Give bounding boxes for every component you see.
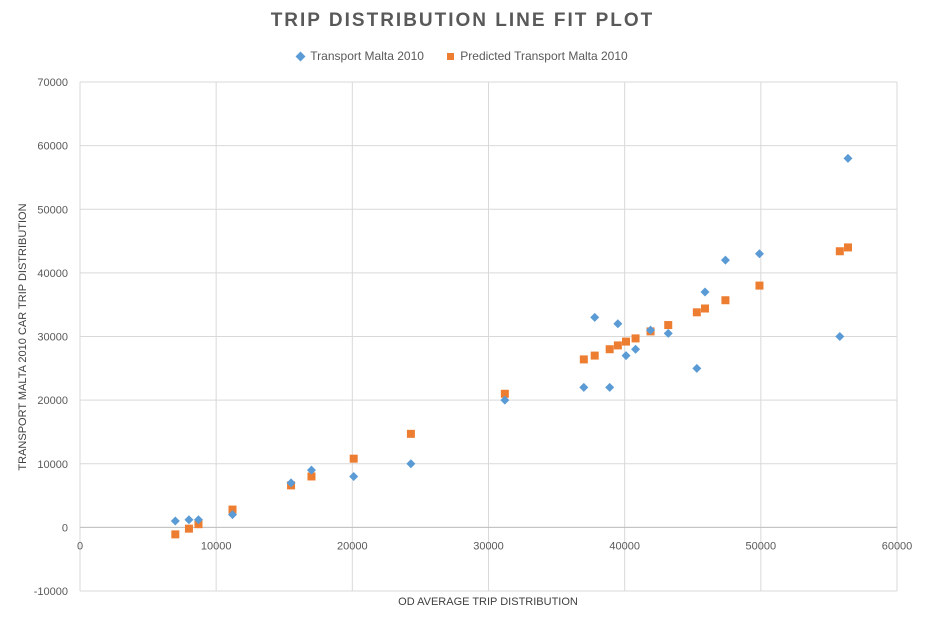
actual-point [720,255,730,265]
predicted-point [631,334,640,343]
predicted-point [228,505,237,514]
chart-title: TRIP DISTRIBUTION LINE FIT PLOT [270,10,655,31]
actual-point [406,459,416,469]
actual-point [835,332,845,341]
predicted-point [605,345,614,354]
predicted-point [664,321,673,330]
x-tick-label: 30000 [473,540,504,552]
predicted-point [692,308,701,317]
legend-label: Transport Malta 2010 [310,49,424,64]
actual-point [663,328,673,338]
actual-point [228,510,238,520]
x-tick-label: 60000 [882,540,913,552]
x-tick-label: 40000 [609,540,640,552]
actual-point [646,325,656,335]
legend-item-transport-malta: Transport Malta 2010 [295,48,424,64]
y-tick-label: 10000 [37,459,68,471]
legend: Transport Malta 2010 Predicted Transport… [0,48,925,63]
legend-label: Predicted Transport Malta 2010 [460,49,628,64]
actual-point [306,465,316,475]
predicted-point [622,337,631,346]
predicted-point [755,281,764,290]
predicted-point [721,296,730,305]
x-axis-label: OD AVERAGE TRIP DISTRIBUTION [398,596,578,608]
predicted-point [843,243,852,252]
predicted-point [701,304,710,313]
y-tick-label: -10000 [34,586,68,598]
actual-point [286,478,296,488]
y-tick-label: 50000 [37,204,68,216]
actual-point [579,382,589,392]
y-tick-label: 60000 [37,141,68,153]
gridlines [79,81,898,592]
predicted-point [613,341,622,350]
legend-item-predicted: Predicted Transport Malta 2010 [447,48,628,64]
actual-point [193,515,203,525]
actual-point [349,471,359,481]
predicted-point [406,429,415,438]
predicted-point [500,389,509,398]
predicted-point [349,454,358,463]
y-axis-label: TRANSPORT MALTA 2010 CAR TRIP DISTRIBUTI… [17,203,29,470]
tick-labels: 0 10000 20000 30000 40000 50000 60000 -10000 0 10… [34,77,913,598]
square-marker-icon [447,52,455,60]
actual-point [700,287,710,297]
predicted-point [184,524,193,533]
y-tick-label: 40000 [37,268,68,280]
actual-point [170,516,180,526]
predicted-point [835,247,844,256]
predicted-point [590,351,599,360]
actual-point [843,153,853,163]
predicted-point [307,472,316,481]
actual-point [500,395,510,405]
predicted-point [579,355,588,364]
actual-point [184,515,194,525]
actual-point [590,312,600,322]
actual-point [621,351,631,361]
actual-point [692,363,702,373]
y-tick-label: 20000 [37,395,68,407]
actual-point [631,344,641,354]
predicted-point [171,530,180,539]
x-tick-label: 50000 [746,540,777,552]
actual-point [754,249,764,259]
y-tick-label: 70000 [37,77,68,89]
data-points [170,153,853,539]
x-tick-label: 20000 [337,540,368,552]
x-tick-label: 10000 [201,540,232,552]
actual-point [613,319,623,329]
actual-point [605,382,615,392]
y-tick-label: 30000 [37,332,68,344]
y-tick-label: 0 [62,522,68,534]
x-tick-label: 0 [77,540,83,552]
